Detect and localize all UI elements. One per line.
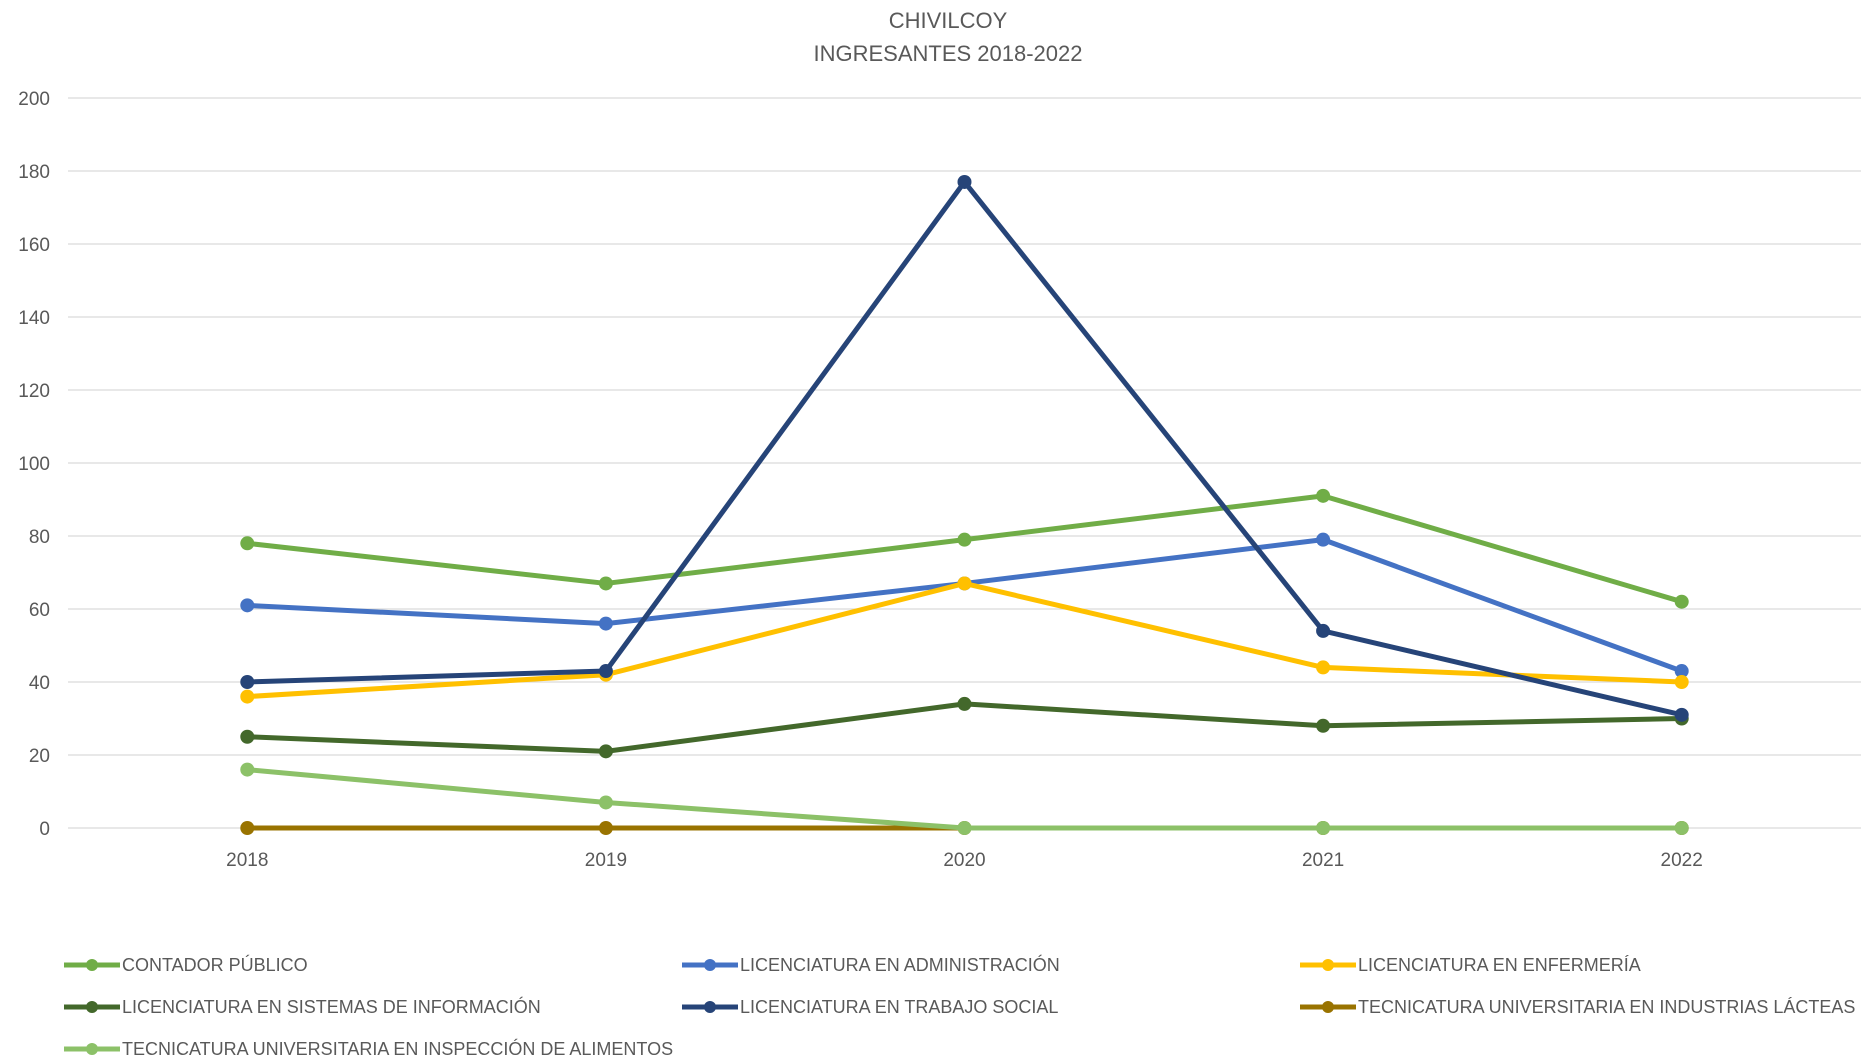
- legend-swatch-marker: [86, 1043, 98, 1055]
- legend-label: TECNICATURA UNIVERSITARIA EN INDUSTRIAS …: [1358, 997, 1855, 1017]
- y-tick-label: 180: [18, 162, 50, 183]
- y-tick-label: 0: [39, 819, 50, 840]
- series-group: [240, 696, 1689, 759]
- data-point: [240, 675, 255, 689]
- data-point: [1316, 623, 1331, 638]
- data-point: [1316, 532, 1331, 547]
- data-point: [1316, 718, 1331, 733]
- data-point: [240, 821, 255, 835]
- legend-swatch-marker: [1322, 959, 1334, 971]
- legend-item: LICENCIATURA EN ENFERMERÍA: [1300, 955, 1641, 975]
- legend-swatch-marker: [704, 959, 716, 971]
- x-tick-label: 2021: [1302, 850, 1344, 871]
- x-tick-label: 2019: [585, 850, 627, 871]
- legend-swatch-marker: [1322, 1001, 1334, 1013]
- y-tick-label: 80: [29, 527, 50, 548]
- legend-item: TECNICATURA UNIVERSITARIA EN INSPECCIÓN …: [64, 1038, 673, 1059]
- x-tick-label: 2020: [943, 850, 985, 871]
- series-line: [244, 580, 1685, 700]
- legend-label: LICENCIATURA EN ADMINISTRACIÓN: [740, 954, 1060, 975]
- data-point: [598, 795, 613, 810]
- data-point: [598, 616, 613, 631]
- legend-label: LICENCIATURA EN SISTEMAS DE INFORMACIÓN: [122, 996, 541, 1017]
- legend-item: TECNICATURA UNIVERSITARIA EN INDUSTRIAS …: [1300, 997, 1855, 1017]
- x-tick-label: 2022: [1661, 850, 1703, 871]
- data-point: [1316, 821, 1331, 835]
- x-axis-ticks: 2018 2019 2020 2021 2022: [226, 850, 1703, 871]
- legend-label: LICENCIATURA EN TRABAJO SOCIAL: [740, 997, 1058, 1017]
- legend-label: TECNICATURA UNIVERSITARIA EN INSPECCIÓN …: [122, 1038, 673, 1059]
- data-point: [240, 729, 255, 744]
- legend: CONTADOR PÚBLICO LICENCIATURA EN ADMINIST…: [64, 954, 1855, 1059]
- legend-label: CONTADOR PÚBLICO: [122, 954, 308, 975]
- data-point: [1674, 675, 1689, 689]
- series-group: [240, 488, 1689, 609]
- chart-subtitle: INGRESANTES 2018-2022: [813, 41, 1082, 66]
- data-point: [240, 536, 255, 551]
- data-point: [598, 576, 613, 591]
- data-point: [1674, 594, 1689, 609]
- y-tick-label: 60: [29, 600, 50, 621]
- data-point: [957, 821, 972, 835]
- data-point: [240, 762, 255, 777]
- series-line: [244, 537, 1685, 674]
- series-group: [240, 762, 1689, 835]
- y-axis-ticks: 0 20 40 60 80 100 120 140 160 180 200: [18, 89, 50, 840]
- data-point: [1674, 821, 1689, 835]
- series-group: [240, 532, 1689, 679]
- data-point: [1674, 664, 1689, 679]
- data-point: [957, 576, 972, 591]
- legend-swatch-marker: [704, 1001, 716, 1013]
- y-tick-label: 160: [18, 235, 50, 256]
- y-tick-label: 120: [18, 381, 50, 402]
- y-tick-label: 140: [18, 308, 50, 329]
- legend-item: LICENCIATURA EN ADMINISTRACIÓN: [682, 954, 1060, 975]
- y-tick-label: 40: [29, 673, 50, 694]
- data-point: [598, 744, 613, 759]
- data-point: [1316, 660, 1331, 675]
- series-line: [244, 701, 1685, 754]
- x-tick-label: 2018: [226, 850, 268, 871]
- chart-title: CHIVILCOY: [889, 8, 1008, 33]
- legend-swatch-marker: [86, 959, 98, 971]
- series-line: [244, 179, 1685, 718]
- data-point: [1674, 707, 1689, 722]
- series-line: [244, 767, 1685, 831]
- y-tick-label: 100: [18, 454, 50, 475]
- legend-label: LICENCIATURA EN ENFERMERÍA: [1358, 955, 1641, 975]
- y-tick-label: 20: [29, 746, 50, 767]
- data-point: [598, 664, 613, 679]
- data-point: [1316, 488, 1331, 503]
- y-tick-label: 200: [18, 89, 50, 110]
- data-point: [240, 689, 255, 704]
- series-group: [240, 174, 1689, 722]
- legend-swatch-marker: [86, 1001, 98, 1013]
- legend-item: LICENCIATURA EN TRABAJO SOCIAL: [682, 997, 1058, 1017]
- data-point: [240, 598, 255, 613]
- data-point: [957, 532, 972, 547]
- data-point: [957, 696, 972, 711]
- series-lines: [240, 174, 1689, 835]
- legend-item: LICENCIATURA EN SISTEMAS DE INFORMACIÓN: [64, 996, 541, 1017]
- data-point: [957, 174, 972, 189]
- data-point: [598, 821, 613, 835]
- legend-item: CONTADOR PÚBLICO: [64, 954, 308, 975]
